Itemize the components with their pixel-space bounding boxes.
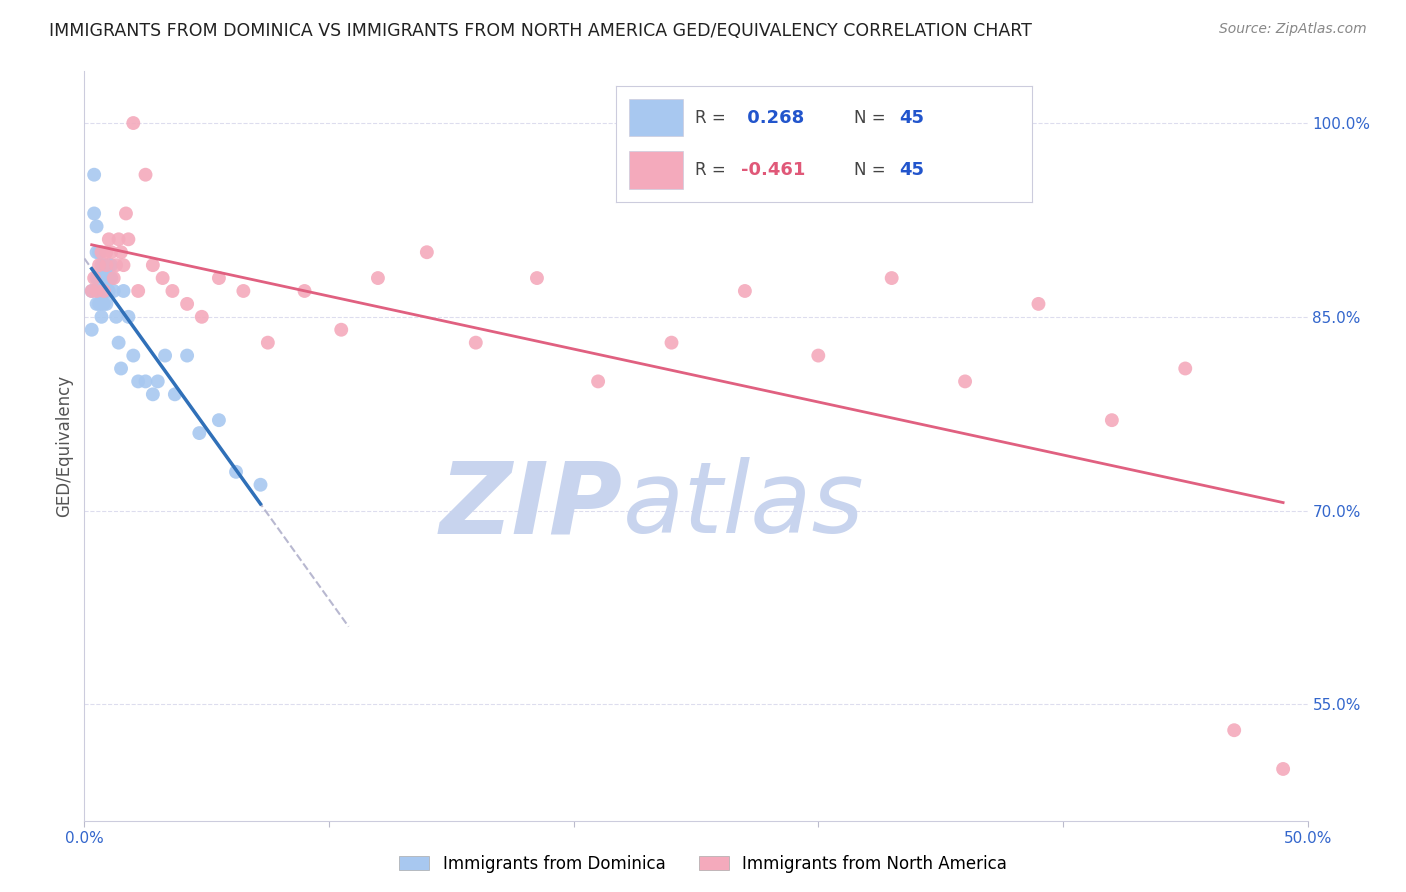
- Point: [586, 375, 609, 389]
- Text: atlas: atlas: [623, 458, 865, 555]
- Point: [110, 245, 132, 260]
- Point: [107, 335, 129, 350]
- Point: [127, 375, 149, 389]
- Point: [135, 168, 157, 182]
- Point: [96, 258, 118, 272]
- Point: [330, 323, 353, 337]
- Point: [294, 284, 316, 298]
- Legend: Immigrants from Dominica, Immigrants from North America: Immigrants from Dominica, Immigrants fro…: [392, 848, 1014, 880]
- Point: [1223, 723, 1246, 738]
- Point: [208, 413, 231, 427]
- Point: [112, 258, 135, 272]
- Point: [146, 375, 169, 389]
- Point: [135, 375, 157, 389]
- Text: Source: ZipAtlas.com: Source: ZipAtlas.com: [1219, 22, 1367, 37]
- Point: [152, 271, 174, 285]
- Point: [112, 284, 135, 298]
- Point: [86, 297, 108, 311]
- Point: [103, 284, 125, 298]
- Point: [122, 116, 145, 130]
- Text: IMMIGRANTS FROM DOMINICA VS IMMIGRANTS FROM NORTH AMERICA GED/EQUIVALENCY CORREL: IMMIGRANTS FROM DOMINICA VS IMMIGRANTS F…: [49, 22, 1032, 40]
- Point: [117, 232, 139, 246]
- Point: [1272, 762, 1295, 776]
- Point: [208, 271, 231, 285]
- Point: [110, 361, 132, 376]
- Point: [87, 284, 110, 298]
- Point: [83, 271, 105, 285]
- Point: [127, 284, 149, 298]
- Point: [87, 271, 110, 285]
- Point: [87, 258, 110, 272]
- Point: [86, 271, 108, 285]
- Point: [103, 271, 125, 285]
- Point: [96, 245, 118, 260]
- Point: [225, 465, 247, 479]
- Point: [232, 284, 254, 298]
- Point: [97, 284, 120, 298]
- Y-axis label: GED/Equivalency: GED/Equivalency: [55, 375, 73, 517]
- Point: [87, 297, 110, 311]
- Point: [188, 426, 211, 441]
- Point: [93, 271, 115, 285]
- Point: [107, 232, 129, 246]
- Point: [87, 245, 110, 260]
- Point: [86, 284, 108, 298]
- Point: [97, 258, 120, 272]
- Point: [953, 375, 976, 389]
- Point: [1028, 297, 1050, 311]
- Point: [115, 206, 138, 220]
- Point: [122, 349, 145, 363]
- Point: [97, 232, 120, 246]
- Point: [97, 271, 120, 285]
- Point: [464, 335, 486, 350]
- Point: [96, 297, 118, 311]
- Point: [176, 349, 198, 363]
- Point: [249, 477, 271, 491]
- Point: [734, 284, 756, 298]
- Point: [100, 271, 122, 285]
- Point: [93, 284, 115, 298]
- Point: [93, 297, 115, 311]
- Point: [83, 168, 105, 182]
- Point: [153, 349, 176, 363]
- Point: [105, 258, 128, 272]
- Point: [1174, 361, 1197, 376]
- Point: [661, 335, 683, 350]
- Point: [86, 245, 108, 260]
- Point: [105, 310, 128, 324]
- Point: [142, 387, 165, 401]
- Point: [807, 349, 830, 363]
- Point: [100, 258, 122, 272]
- Point: [96, 284, 118, 298]
- Point: [191, 310, 214, 324]
- Point: [526, 271, 548, 285]
- Point: [86, 219, 108, 234]
- Point: [1101, 413, 1123, 427]
- Point: [142, 258, 165, 272]
- Point: [257, 335, 280, 350]
- Point: [90, 310, 112, 324]
- Point: [83, 206, 105, 220]
- Point: [80, 323, 103, 337]
- Point: [80, 284, 103, 298]
- Point: [100, 245, 122, 260]
- Point: [176, 297, 198, 311]
- Point: [367, 271, 389, 285]
- Text: ZIP: ZIP: [440, 458, 623, 555]
- Point: [80, 284, 103, 298]
- Point: [117, 310, 139, 324]
- Point: [162, 284, 184, 298]
- Point: [96, 271, 118, 285]
- Point: [90, 258, 112, 272]
- Point: [90, 245, 112, 260]
- Point: [93, 258, 115, 272]
- Point: [93, 284, 115, 298]
- Point: [880, 271, 903, 285]
- Point: [163, 387, 186, 401]
- Point: [416, 245, 439, 260]
- Point: [90, 284, 112, 298]
